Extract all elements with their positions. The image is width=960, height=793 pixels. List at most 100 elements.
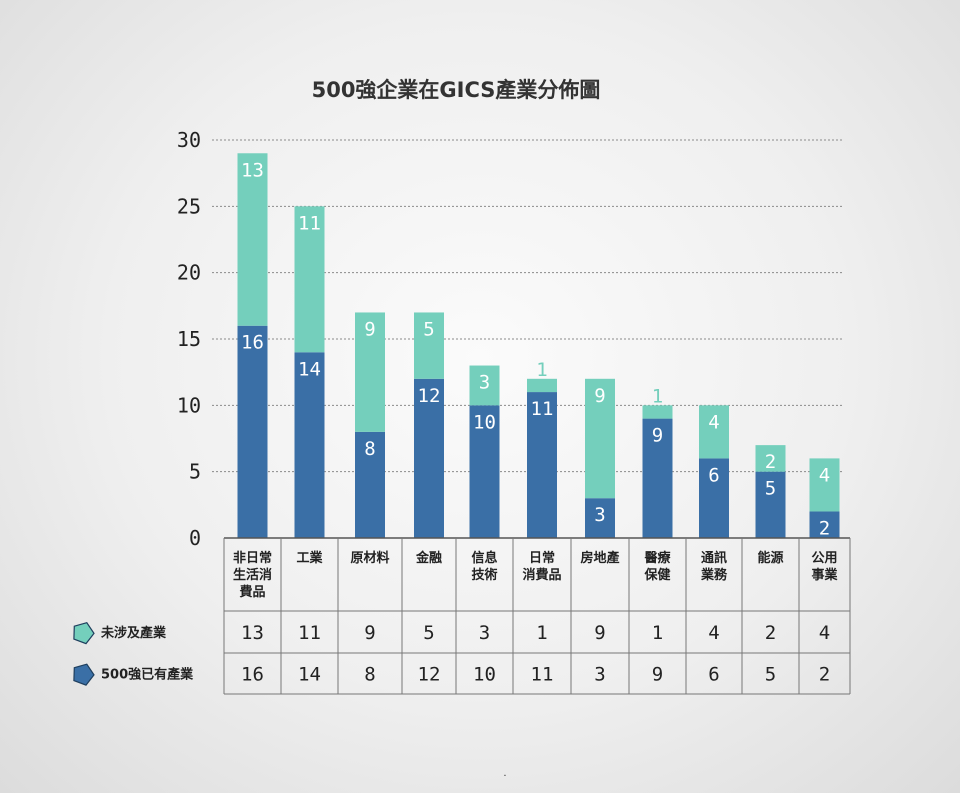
category-label: 通訊 — [701, 550, 727, 566]
chart-title: 500強企業在GICS產業分佈圖 — [312, 78, 601, 102]
table-cell-existing: 16 — [241, 664, 264, 686]
bar-data-label: 12 — [418, 385, 441, 407]
bar-segment-existing — [809, 511, 840, 538]
table-cell-not-involved: 9 — [594, 622, 605, 644]
table-cell-existing: 9 — [652, 664, 663, 686]
table-cell-not-involved: 3 — [479, 622, 490, 644]
category-label: 事業 — [811, 567, 838, 583]
bar-data-label: 11 — [531, 398, 554, 420]
bar-segment-existing — [414, 378, 444, 538]
bar-data-label: 5 — [423, 318, 434, 340]
category-label: 能源 — [757, 550, 783, 566]
bar-data-label: 11 — [298, 212, 321, 234]
category-label: 技術 — [471, 567, 497, 583]
bar-data-label: 6 — [708, 464, 719, 486]
bar-segment-not-involved — [809, 458, 840, 512]
category-label: 公用 — [811, 551, 837, 566]
bar-segment-not-involved — [414, 312, 444, 379]
category-label: 保健 — [643, 567, 670, 583]
bar-data-label: 2 — [819, 517, 830, 539]
bar-segment-not-involved — [585, 378, 615, 499]
bar-segment-not-involved — [527, 378, 557, 393]
bar-segment-existing — [237, 325, 268, 538]
y-tick-label: 5 — [189, 460, 201, 484]
table-cell-not-involved: 2 — [765, 622, 776, 644]
bar-data-label: 14 — [298, 358, 321, 380]
table-cell-not-involved: 1 — [536, 622, 547, 644]
bar-data-label: 3 — [594, 504, 605, 526]
bar-segment-not-involved — [355, 312, 385, 432]
y-tick-label: 25 — [177, 194, 201, 218]
bar-segment-existing — [642, 418, 673, 538]
legend-item-not-involved: 未涉及產業 — [100, 625, 167, 641]
table-cell-existing: 6 — [708, 664, 719, 686]
table-cell-not-involved: 13 — [241, 622, 264, 644]
table-cell-existing: 5 — [765, 664, 776, 686]
bar-segment-existing — [699, 458, 729, 538]
bar-data-label: 13 — [241, 159, 264, 181]
table-cell-not-involved: 4 — [819, 622, 830, 644]
category-label: 工業 — [296, 550, 323, 566]
category-label: 信息 — [471, 550, 497, 566]
table-cell-not-involved: 11 — [298, 622, 321, 644]
category-label: 醫療 — [644, 550, 671, 566]
table-cell-existing: 12 — [418, 664, 441, 686]
category-label: 房地產 — [580, 550, 619, 566]
table-cell-existing: 8 — [364, 664, 375, 686]
bar-segment-existing — [294, 352, 325, 538]
bar-segment-existing — [527, 392, 557, 538]
bar-segment-existing — [469, 405, 500, 538]
data-table: 非日常生活消費品1316工業1114原材料98金融512信息技術310日常消費品… — [223, 537, 851, 695]
table-cell-not-involved: 4 — [708, 622, 719, 644]
bar-data-label: 1 — [536, 359, 547, 381]
table-cell-not-involved: 9 — [364, 622, 375, 644]
category-label: 費品 — [239, 584, 265, 600]
y-tick-label: 20 — [177, 261, 201, 285]
bar-segment-not-involved — [294, 206, 325, 353]
category-label: 日常 — [529, 550, 555, 566]
bar-segment-not-involved — [642, 405, 673, 419]
category-label: 生活消 — [233, 567, 272, 583]
bar-segment-not-involved — [237, 153, 268, 326]
legend-item-existing: 500強已有產業 — [101, 667, 194, 683]
category-label: 消費品 — [522, 567, 561, 583]
y-tick-label: 0 — [189, 526, 201, 550]
bar-data-label: 5 — [765, 478, 776, 500]
bar-data-label: 9 — [652, 425, 663, 447]
table-cell-not-involved: 5 — [423, 622, 434, 644]
bar-data-label: 9 — [364, 318, 375, 340]
bar-data-label: 2 — [765, 451, 776, 473]
bar-segment-not-involved — [755, 445, 786, 472]
legend-swatch-icon — [73, 622, 95, 645]
table-cell-existing: 11 — [531, 664, 554, 686]
legend-swatch-icon — [73, 663, 95, 686]
y-tick-label: 10 — [177, 393, 201, 417]
bar-data-label: 4 — [708, 411, 719, 433]
category-label: 非日常 — [233, 550, 272, 566]
bar-data-label: 1 — [652, 385, 663, 407]
category-label: 業務 — [700, 567, 728, 583]
table-cell-existing: 10 — [473, 664, 496, 686]
y-axis: 0 5 10 15 20 25 30 — [177, 128, 201, 550]
y-tick-label: 30 — [177, 128, 201, 152]
bar-data-label: 8 — [364, 438, 375, 460]
category-label: 原材料 — [350, 550, 389, 566]
y-tick-label: 15 — [177, 327, 201, 351]
bar-data-label: 16 — [241, 332, 264, 354]
bar-data-label: 9 — [594, 385, 605, 407]
table-cell-not-involved: 1 — [652, 622, 663, 644]
footnote: . — [503, 768, 506, 779]
table-cell-existing: 14 — [298, 664, 321, 686]
bar-segment-not-involved — [469, 365, 500, 406]
table-cell-existing: 3 — [594, 664, 605, 686]
bar-data-label: 10 — [473, 411, 496, 433]
category-label: 金融 — [415, 550, 442, 566]
bar-data-label: 4 — [819, 464, 830, 486]
bar-segment-existing — [355, 431, 385, 538]
table-cell-existing: 2 — [819, 664, 830, 686]
bar-segment-existing — [755, 471, 786, 538]
legend: 未涉及產業 500強已有產業 — [73, 622, 194, 686]
bar-segment-existing — [585, 498, 615, 538]
